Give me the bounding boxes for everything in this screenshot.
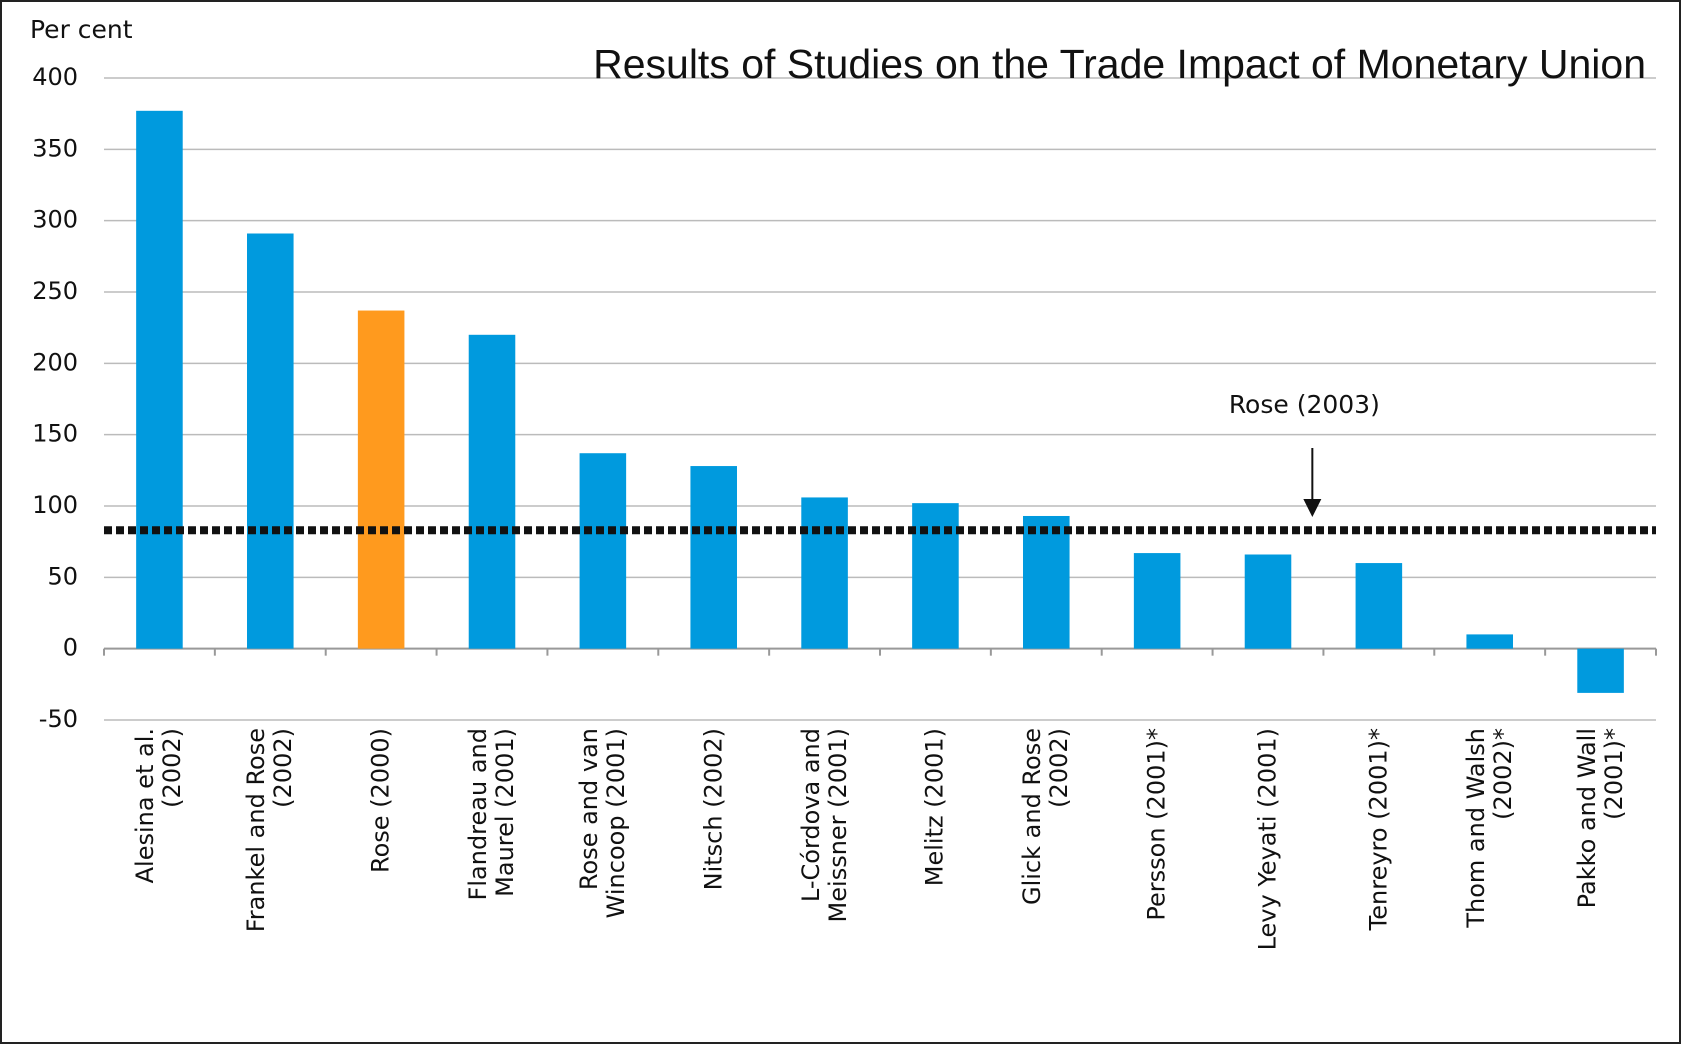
reference-label: Rose (2003) [1229, 390, 1380, 419]
y-axis-label: Per cent [30, 15, 133, 44]
x-tick-label: Melitz (2001) [920, 728, 949, 887]
y-tick-label: 100 [32, 491, 78, 519]
x-tick-label: Nitsch (2002) [699, 728, 728, 891]
x-tick-label: Flandreau and Maurel (2001) [464, 728, 519, 901]
bar [468, 334, 516, 649]
y-tick-label: -50 [39, 705, 78, 733]
bar [136, 110, 183, 649]
y-tick-label: 0 [63, 634, 78, 662]
bar [1466, 634, 1513, 649]
bar [1577, 648, 1624, 693]
x-tick-label: Rose (2000) [366, 728, 395, 873]
x-tick-label: Tenreyro (2001)* [1364, 728, 1393, 931]
y-tick-label: 300 [32, 206, 78, 234]
arrow-head [1303, 499, 1322, 517]
bar [1133, 553, 1181, 649]
bar [801, 497, 848, 649]
bar [1023, 515, 1070, 649]
x-tick-label: Levy Yeyati (2001) [1253, 728, 1282, 951]
x-tick-label: L-Córdova and Meissner (2001) [796, 728, 852, 923]
y-tick-label: 350 [32, 134, 78, 162]
y-tick-label: 200 [32, 348, 78, 376]
y-tick-label: 400 [32, 63, 78, 91]
bar [1244, 554, 1292, 649]
bar [912, 503, 959, 649]
bar [1355, 563, 1403, 649]
bar [579, 453, 627, 649]
x-tick-label: Rose and van Wincoop (2001) [574, 728, 630, 919]
bar [247, 233, 294, 649]
x-tick-label: Pakko and Wall (2001)* [1572, 728, 1628, 909]
x-tick-label: Persson (2001)* [1142, 728, 1171, 921]
x-tick-label: Frankel and Rose (2002) [242, 728, 298, 933]
x-tick-label: Alesina et al. (2002) [131, 728, 187, 884]
x-tick-label: Glick and Rose (2002) [1018, 728, 1074, 905]
x-tick-label: Thom and Walsh (2002)* [1461, 728, 1517, 928]
bar [357, 310, 405, 649]
y-tick-label: 150 [32, 420, 78, 448]
y-tick-label: 50 [47, 562, 78, 590]
y-tick-label: 250 [32, 277, 78, 305]
chart-title: Results of Studies on the Trade Impact o… [593, 41, 1646, 87]
bar [690, 466, 737, 649]
